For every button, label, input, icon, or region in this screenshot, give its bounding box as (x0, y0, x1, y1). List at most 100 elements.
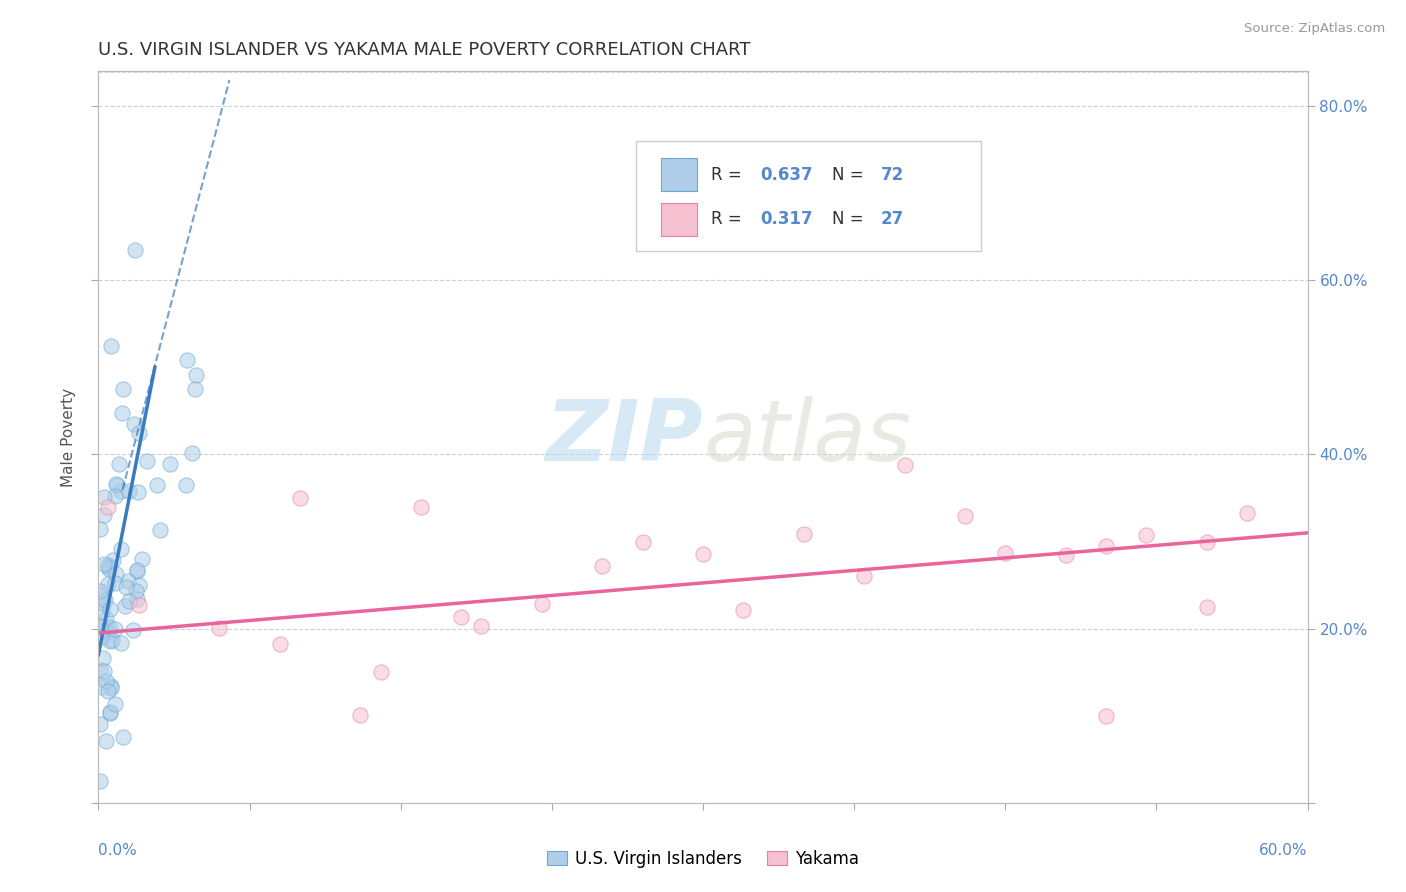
Point (128, 425, 150, 440)
Point (111, 406, 134, 420)
Point (94, 674, 117, 689)
Point (94, 593, 117, 607)
Point (94, 734, 117, 748)
Point (127, 564, 149, 578)
Point (89, 663, 111, 677)
Text: N =: N = (832, 166, 869, 184)
Bar (661, 202, 697, 235)
Point (450, 610, 472, 624)
Point (370, 665, 392, 680)
Point (124, 417, 146, 431)
Point (91, 587, 114, 601)
Point (1195, 534, 1218, 549)
Point (110, 484, 132, 499)
Point (89, 773, 111, 788)
Point (97, 562, 120, 576)
Point (97, 500, 120, 514)
Point (631, 535, 654, 549)
Point (530, 598, 553, 612)
Point (125, 592, 148, 607)
Point (135, 454, 157, 468)
Point (100, 681, 122, 695)
Point (91, 597, 114, 611)
Point (93, 490, 115, 504)
Point (994, 546, 1017, 560)
Text: U.S. VIRGIN ISLANDER VS YAKAMA MALE POVERTY CORRELATION CHART: U.S. VIRGIN ISLANDER VS YAKAMA MALE POVE… (98, 41, 751, 59)
Point (591, 558, 613, 573)
Point (94, 622, 117, 636)
Point (128, 578, 150, 592)
Point (953, 508, 976, 523)
Point (149, 523, 172, 537)
Point (98, 602, 121, 616)
Point (110, 636, 132, 650)
Point (288, 491, 311, 505)
Point (118, 483, 141, 498)
Point (98, 706, 121, 720)
Point (733, 603, 755, 617)
Point (128, 598, 150, 612)
Point (269, 637, 291, 651)
Point (97, 624, 120, 639)
Point (117, 574, 139, 588)
Point (893, 458, 915, 472)
Text: 60.0%: 60.0% (1260, 843, 1308, 858)
Legend: U.S. Virgin Islanders, Yakama: U.S. Virgin Islanders, Yakama (540, 844, 866, 875)
Point (98, 560, 121, 574)
Point (97, 577, 120, 591)
Point (104, 567, 127, 582)
Point (1195, 599, 1218, 614)
Point (1135, 528, 1157, 542)
Point (93, 508, 115, 523)
Text: 0.0%: 0.0% (98, 843, 138, 858)
Point (176, 353, 198, 368)
Text: R =: R = (711, 211, 748, 228)
Y-axis label: Male Poverty: Male Poverty (60, 387, 76, 487)
FancyBboxPatch shape (637, 141, 981, 251)
Point (91, 604, 114, 618)
Point (349, 707, 371, 722)
Point (124, 243, 146, 257)
Point (104, 697, 127, 711)
Bar (661, 158, 697, 191)
Point (111, 382, 134, 396)
Point (108, 457, 131, 471)
Point (103, 552, 125, 566)
Point (101, 633, 124, 648)
Point (90, 631, 112, 645)
Point (89, 716, 111, 731)
Point (181, 446, 204, 460)
Point (114, 581, 136, 595)
Point (470, 619, 492, 633)
Point (103, 489, 125, 503)
Point (1054, 548, 1077, 562)
Point (125, 583, 148, 598)
Text: ZIP: ZIP (546, 395, 703, 479)
Point (111, 731, 134, 745)
Point (104, 622, 127, 636)
Point (98, 634, 121, 648)
Point (93, 650, 115, 665)
Point (97, 558, 120, 573)
Point (409, 500, 432, 514)
Point (186, 368, 208, 382)
Text: 72: 72 (880, 166, 904, 184)
Text: 27: 27 (880, 211, 904, 228)
Point (118, 594, 141, 608)
Text: atlas: atlas (703, 395, 911, 479)
Point (93, 557, 115, 571)
Point (159, 457, 181, 471)
Point (90, 680, 112, 694)
Text: N =: N = (832, 211, 869, 228)
Point (184, 382, 207, 396)
Point (176, 478, 198, 492)
Point (692, 547, 714, 561)
Point (793, 527, 815, 541)
Point (1236, 506, 1258, 520)
Point (114, 599, 136, 613)
Point (104, 575, 127, 590)
Text: R =: R = (711, 166, 748, 184)
Point (98, 705, 121, 719)
Point (100, 679, 122, 693)
Point (100, 338, 122, 352)
